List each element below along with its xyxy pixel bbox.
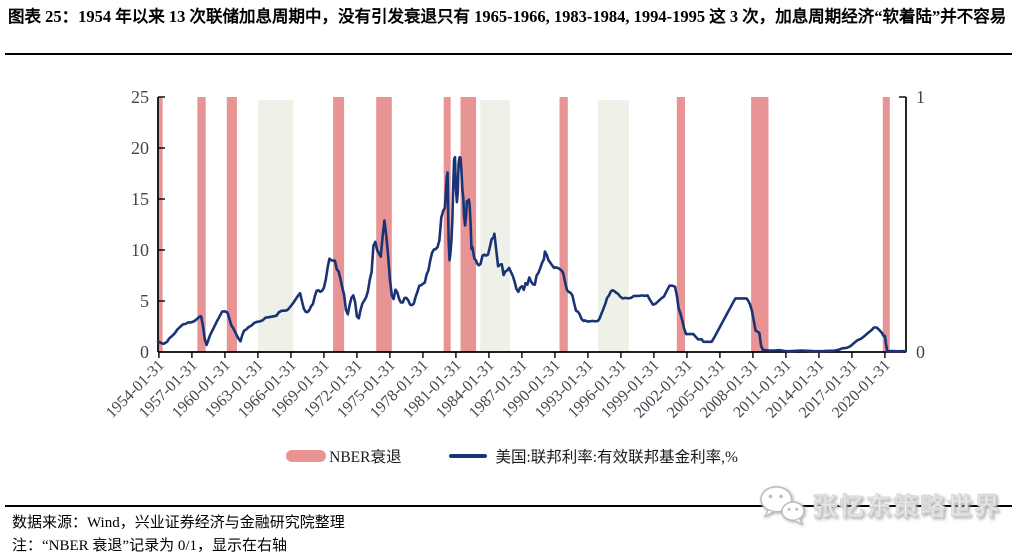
legend-recession-swatch bbox=[286, 450, 327, 462]
recession-bar bbox=[676, 97, 685, 352]
legend-rate-label: 美国:联邦利率:有效联邦基金利率,% bbox=[495, 449, 738, 466]
recession-bar bbox=[882, 97, 890, 352]
soft-landing-band bbox=[258, 100, 294, 352]
soft-landing-band bbox=[480, 100, 510, 352]
soft-landing-band bbox=[598, 100, 629, 352]
y-left-tick-label: 15 bbox=[131, 189, 149, 209]
recession-bar bbox=[158, 97, 163, 352]
recession-bar bbox=[333, 97, 345, 352]
fed-rate-chart: 0510152025011954-01-311957-01-311960-01-… bbox=[103, 87, 925, 422]
legend-rate-line-swatch bbox=[449, 454, 488, 458]
recession-bar bbox=[559, 97, 568, 352]
y-left-tick-label: 0 bbox=[140, 342, 149, 362]
y-left-tick-label: 5 bbox=[140, 291, 149, 311]
recession-bar bbox=[751, 97, 769, 352]
data-source-note: 数据来源：Wind，兴业证券经济与金融研究院整理 bbox=[12, 515, 345, 531]
figure-title: 图表 25：1954 年以来 13 次联储加息周期中，没有引发衰退只有 1965… bbox=[8, 7, 1007, 26]
recession-bar bbox=[226, 97, 237, 352]
recession-bar bbox=[460, 97, 477, 352]
chart-footnote: 注：“NBER 衰退”记录为 0/1，显示在右轴 bbox=[12, 538, 287, 554]
recession-bar bbox=[197, 97, 206, 352]
y-left-tick-label: 25 bbox=[131, 87, 149, 107]
watermark-text: 张忆东策略世界 bbox=[812, 494, 1002, 522]
y-right-tick-label: 1 bbox=[916, 87, 925, 107]
title-divider bbox=[5, 53, 1012, 55]
watermark: 张忆东策略世界 bbox=[758, 484, 1001, 526]
legend-recession-label: NBER衰退 bbox=[329, 449, 402, 466]
y-right-tick-label: 0 bbox=[916, 342, 925, 362]
y-left-tick-label: 20 bbox=[131, 138, 149, 158]
y-left-tick-label: 10 bbox=[131, 240, 149, 260]
wechat-icon bbox=[760, 486, 805, 526]
footer-divider bbox=[5, 505, 1012, 507]
fed-funds-rate-line bbox=[156, 155, 907, 353]
chart-legend: NBER衰退 美国:联邦利率:有效联邦基金利率,% bbox=[0, 445, 1024, 467]
